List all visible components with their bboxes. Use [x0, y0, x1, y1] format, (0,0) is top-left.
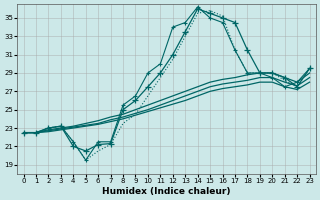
X-axis label: Humidex (Indice chaleur): Humidex (Indice chaleur) — [102, 187, 231, 196]
